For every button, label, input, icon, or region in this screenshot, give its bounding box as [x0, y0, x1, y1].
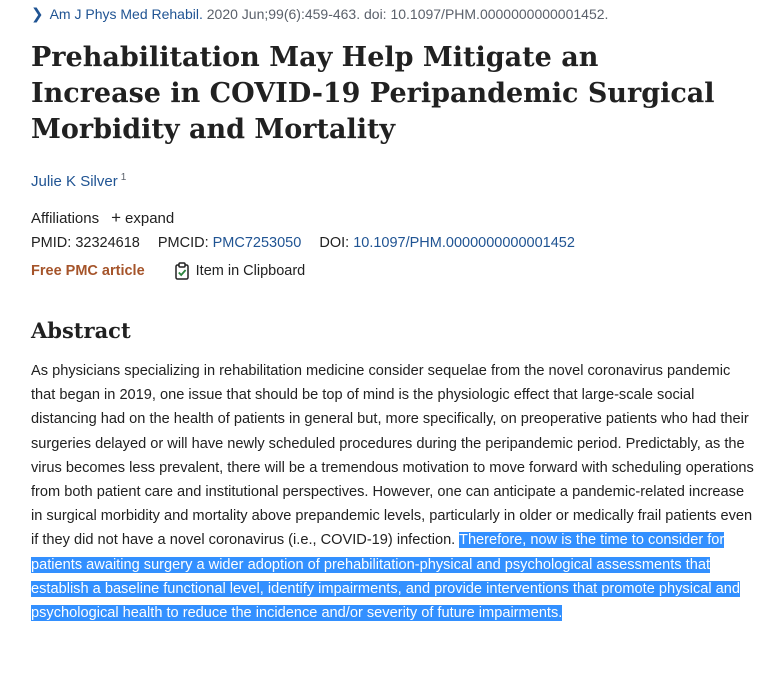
pmcid-link[interactable]: PMC7253050	[212, 235, 302, 251]
doi-label: DOI:	[319, 235, 350, 251]
free-pmc-badge[interactable]: Free PMC article	[31, 263, 145, 279]
pmid-label: PMID:	[31, 235, 72, 251]
plus-icon[interactable]: +	[111, 208, 122, 227]
access-row: Free PMC article Item in Clipboard	[31, 262, 305, 280]
affiliation-ref[interactable]: 1	[120, 172, 127, 183]
affiliations-label: Affiliations	[31, 209, 100, 227]
article-title: Prehabilitation May Help Mitigate an Inc…	[31, 42, 715, 145]
journal-link[interactable]: Am J Phys Med Rehabil.	[49, 6, 203, 22]
abstract-heading: Abstract	[31, 318, 131, 343]
citation-details: 2020 Jun;99(6):459-463. doi: 10.1097/PHM…	[202, 6, 609, 22]
clipboard-label: Item in Clipboard	[195, 263, 306, 279]
chevron-right-icon[interactable]: ❯	[31, 6, 44, 23]
pmid-value: 32324618	[75, 235, 140, 251]
author-link[interactable]: Julie K Silver	[31, 173, 118, 190]
pmcid-label: PMCID:	[157, 235, 209, 251]
abstract-text: As physicians specializing in rehabilita…	[31, 359, 757, 625]
doi-link[interactable]: 10.1097/PHM.0000000000001452	[353, 235, 575, 251]
citation-line: ❯ Am J Phys Med Rehabil. 2020 Jun;99(6):…	[31, 5, 608, 23]
clipboard-status[interactable]: Item in Clipboard	[173, 262, 306, 280]
abstract-text-plain: As physicians specializing in rehabilita…	[31, 363, 754, 549]
expand-button[interactable]: expand	[125, 209, 175, 227]
clipboard-check-icon	[174, 262, 189, 280]
affiliations-row: Affiliations + expand	[31, 208, 174, 228]
identifiers-row: PMID: 32324618 PMCID: PMC7253050 DOI: 10…	[31, 235, 575, 251]
author-list: Julie K Silver 1	[31, 172, 126, 190]
